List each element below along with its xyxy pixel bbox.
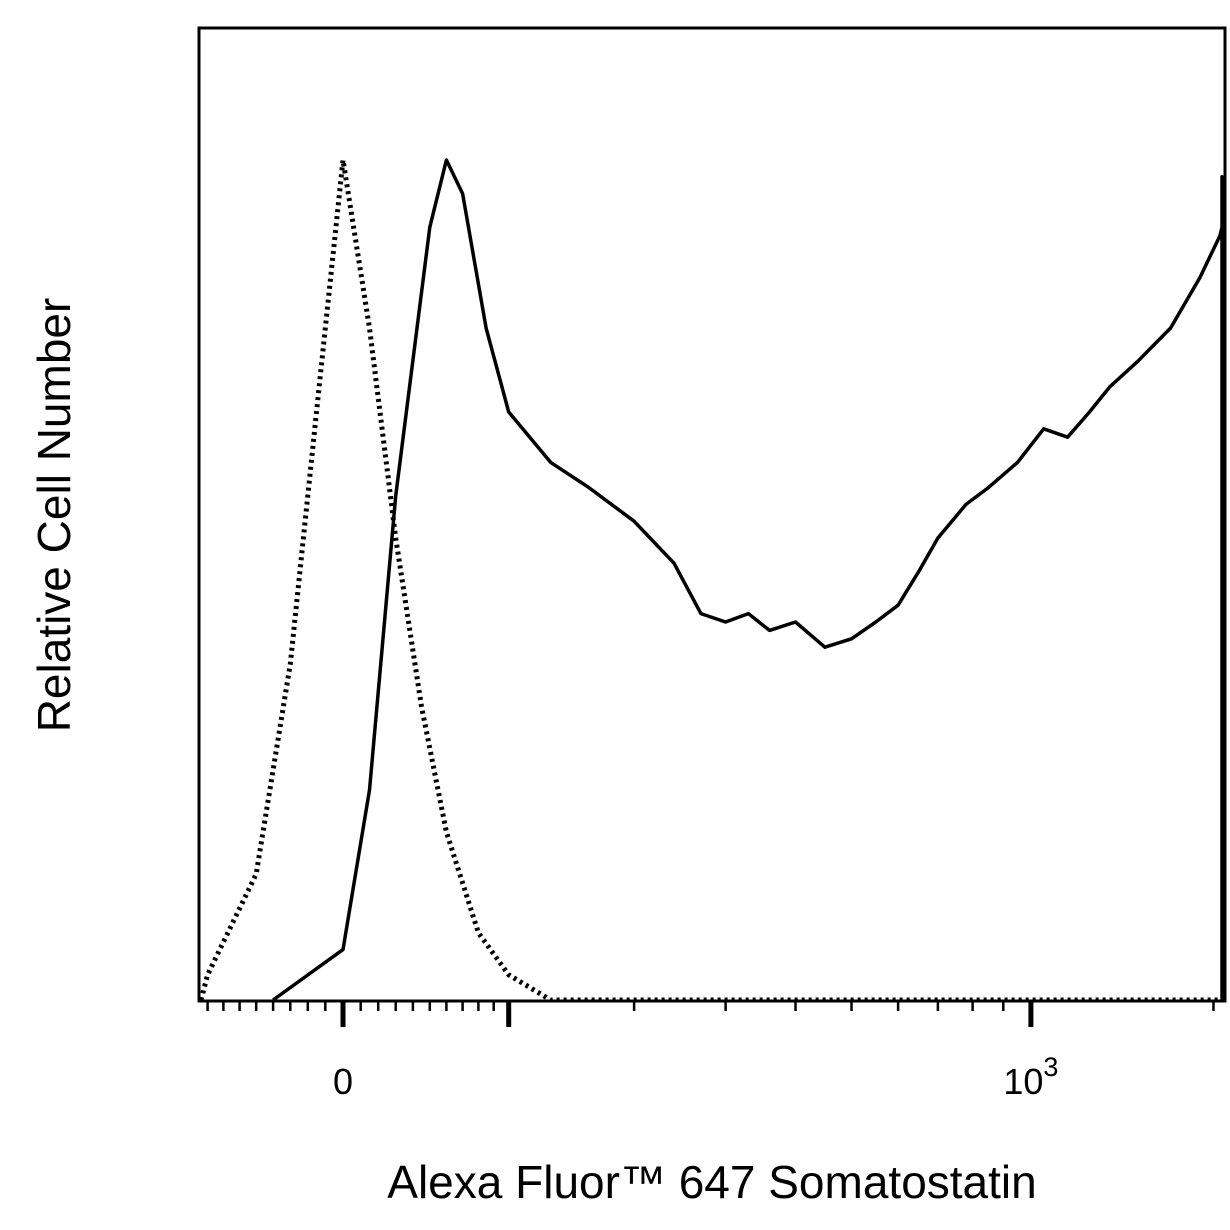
x-tick-label: 0	[333, 1061, 353, 1102]
x-axis-tick-labels: 0103104105	[333, 1052, 1058, 1102]
x-axis-label: Alexa Fluor™ 647 Somatostatin	[387, 1156, 1036, 1208]
series-layer	[198, 157, 1224, 1003]
plot-frame	[197, 26, 1227, 1003]
series-stained-solid-line	[272, 158, 1224, 1002]
x-axis-ticks	[206, 1001, 1215, 1027]
x-tick-label: 103	[1003, 1052, 1058, 1102]
y-axis-label: Relative Cell Number	[28, 298, 80, 733]
